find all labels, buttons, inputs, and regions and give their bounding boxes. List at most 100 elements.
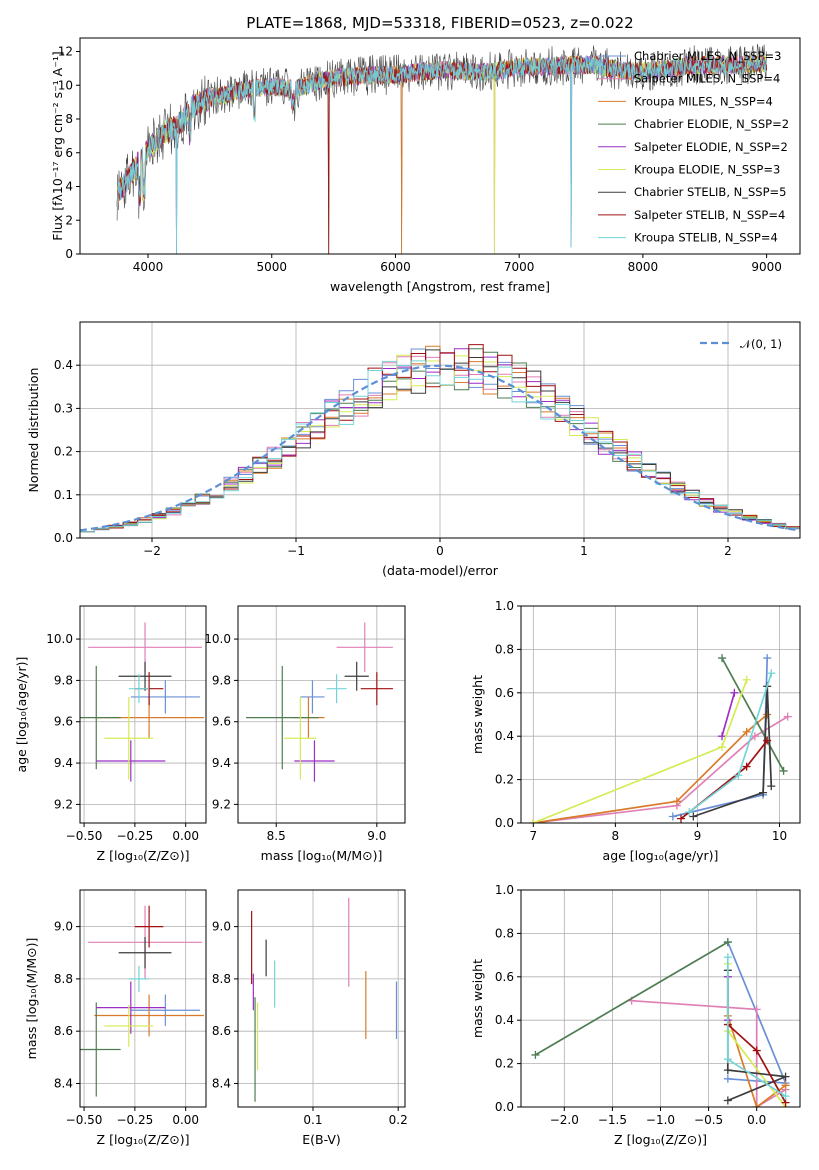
x-tick-label: 0.00	[172, 829, 199, 843]
x-tick-label: −0.50	[66, 1113, 103, 1127]
y-tick-label: 0.0	[495, 816, 514, 830]
weight-marker	[742, 675, 751, 684]
weight-marker	[668, 812, 677, 821]
y-tick-label: 9.4	[212, 756, 231, 770]
weight-marker	[529, 819, 538, 823]
legend-entry: Kroupa STELIB, N_SSP=4	[634, 231, 778, 245]
weight-marker	[742, 727, 751, 736]
y-tick-label: 0.6	[495, 686, 514, 700]
weight-line-7	[693, 686, 773, 818]
axes-frame	[520, 605, 801, 824]
y-tick-label: 8.6	[212, 1024, 231, 1038]
y-tick-label: 9.0	[54, 920, 73, 934]
weight-line-2	[631, 999, 787, 1107]
legend-entry: 𝒩(0, 1)	[740, 337, 782, 351]
weight-marker	[677, 814, 686, 823]
axes-frame	[237, 889, 406, 1108]
y-tick-label: 1.0	[495, 883, 514, 897]
y-tick-label: 9.4	[54, 756, 73, 770]
y-tick-label: 8.4	[212, 1076, 231, 1090]
x-tick-label: 7	[529, 829, 537, 843]
x-axis-label: age [log₁₀(age/yr)]	[603, 848, 719, 863]
chart-title: PLATE=1868, MJD=53318, FIBERID=0523, z=0…	[246, 14, 633, 32]
weight-marker	[723, 938, 732, 947]
plot-area	[80, 344, 800, 533]
y-axis-label: age [log₁₀(age/yr)]	[14, 657, 29, 773]
x-axis-label: Z [log₁₀(Z/Z⊙)]	[97, 848, 190, 863]
axes-frame	[79, 889, 207, 1108]
x-tick-label: 9	[694, 829, 702, 843]
x-axis-label: Z [log₁₀(Z/Z⊙)]	[97, 1132, 190, 1147]
y-tick-label: 9.2	[212, 797, 231, 811]
y-tick-label: 0.0	[54, 531, 73, 545]
weight-marker	[718, 743, 727, 752]
x-tick-label: 8	[612, 829, 620, 843]
y-tick-label: 0	[65, 247, 73, 261]
x-tick-label: −2.0	[550, 1113, 579, 1127]
weight-marker	[752, 1005, 761, 1014]
weight-marker	[752, 1103, 761, 1107]
x-axis-label: E(B-V)	[302, 1132, 341, 1147]
spectrum-line-9	[116, 55, 767, 254]
x-tick-label: 0.1	[303, 1113, 322, 1127]
panel-4: 8.5 9.0 9.2 9.4 9.6 9.8 10.0 mass [log₁₀(M/M⊙)]	[204, 605, 406, 863]
weight-marker	[734, 771, 743, 780]
y-tick-label: 9.2	[54, 797, 73, 811]
weight-marker	[759, 788, 768, 797]
axes-frame	[79, 605, 207, 824]
legend-entry: Chabrier STELIB, N_SSP=5	[634, 185, 786, 199]
x-tick-label: −0.50	[66, 829, 103, 843]
weight-marker	[781, 1081, 790, 1090]
weight-line-6	[532, 679, 748, 823]
y-axis-label: mass weight	[470, 675, 485, 754]
weight-marker	[763, 654, 772, 663]
axes-frame	[79, 37, 801, 255]
x-axis-label: mass [log₁₀(M/M⊙)]	[261, 848, 383, 863]
x-tick-label: −0.25	[116, 1113, 153, 1127]
weight-marker	[723, 1066, 732, 1075]
weight-marker	[742, 762, 751, 771]
y-tick-label: 10.0	[204, 632, 231, 646]
weight-marker	[752, 1046, 761, 1055]
panel-2: −2 −1 0 1 2 0.0 0.1 0.2 0.3 0.4 (data-model)/error…	[26, 321, 801, 578]
legend-entry: Salpeter STELIB, N_SSP=4	[634, 208, 785, 222]
weight-marker	[750, 732, 759, 741]
panel-7: 0.1 0.2 8.4 8.6 8.8 9.0 E(B-V)	[212, 889, 408, 1147]
legend-entry: Salpeter ELODIE, N_SSP=2	[634, 140, 788, 154]
y-tick-label: 1.0	[495, 599, 514, 613]
plot-area	[80, 622, 204, 782]
weight-marker	[689, 812, 698, 821]
y-tick-label: 2	[65, 213, 73, 227]
plot-area	[251, 897, 398, 1102]
panel-6: −0.50 −0.25 0.00 8.4 8.6 8.8 9.0 Z [log₁₀(Z/Z⊙)…	[24, 889, 207, 1147]
y-tick-label: 0.3	[54, 401, 73, 415]
weight-marker	[723, 1074, 732, 1083]
y-tick-label: 4	[65, 180, 73, 194]
plot-area	[80, 905, 204, 1097]
weight-marker	[763, 736, 772, 745]
x-tick-label: 4000	[133, 260, 164, 274]
x-tick-label: −1	[287, 544, 305, 558]
weight-marker	[779, 766, 788, 775]
legend-entry: Chabrier ELODIE, N_SSP=2	[634, 117, 789, 131]
y-tick-label: 6	[65, 146, 73, 160]
weight-marker	[723, 1055, 732, 1064]
y-tick-label: 9.8	[212, 673, 231, 687]
weight-line-2	[533, 715, 789, 823]
weight-line-3	[533, 713, 768, 823]
weight-marker	[730, 688, 739, 697]
axes-frame	[520, 889, 801, 1108]
panel-3: −0.50 −0.25 0.00 9.2 9.4 9.6 9.8 10.0 Z [log₁₀(Z…	[14, 605, 207, 863]
weight-marker	[718, 654, 727, 663]
legend: Chabrier MILES, N_SSP=3 Salpeter MILES, N…	[598, 49, 789, 245]
y-tick-label: 0.2	[54, 445, 73, 459]
legend-entry: Chabrier MILES, N_SSP=3	[634, 49, 781, 63]
weight-marker	[718, 732, 727, 741]
y-tick-label: 9.0	[212, 920, 231, 934]
weight-line-9	[688, 673, 773, 813]
y-tick-label: 0.2	[495, 1057, 514, 1071]
plot-area	[246, 622, 393, 782]
axes-frame	[237, 605, 406, 824]
weight-marker	[767, 669, 776, 678]
